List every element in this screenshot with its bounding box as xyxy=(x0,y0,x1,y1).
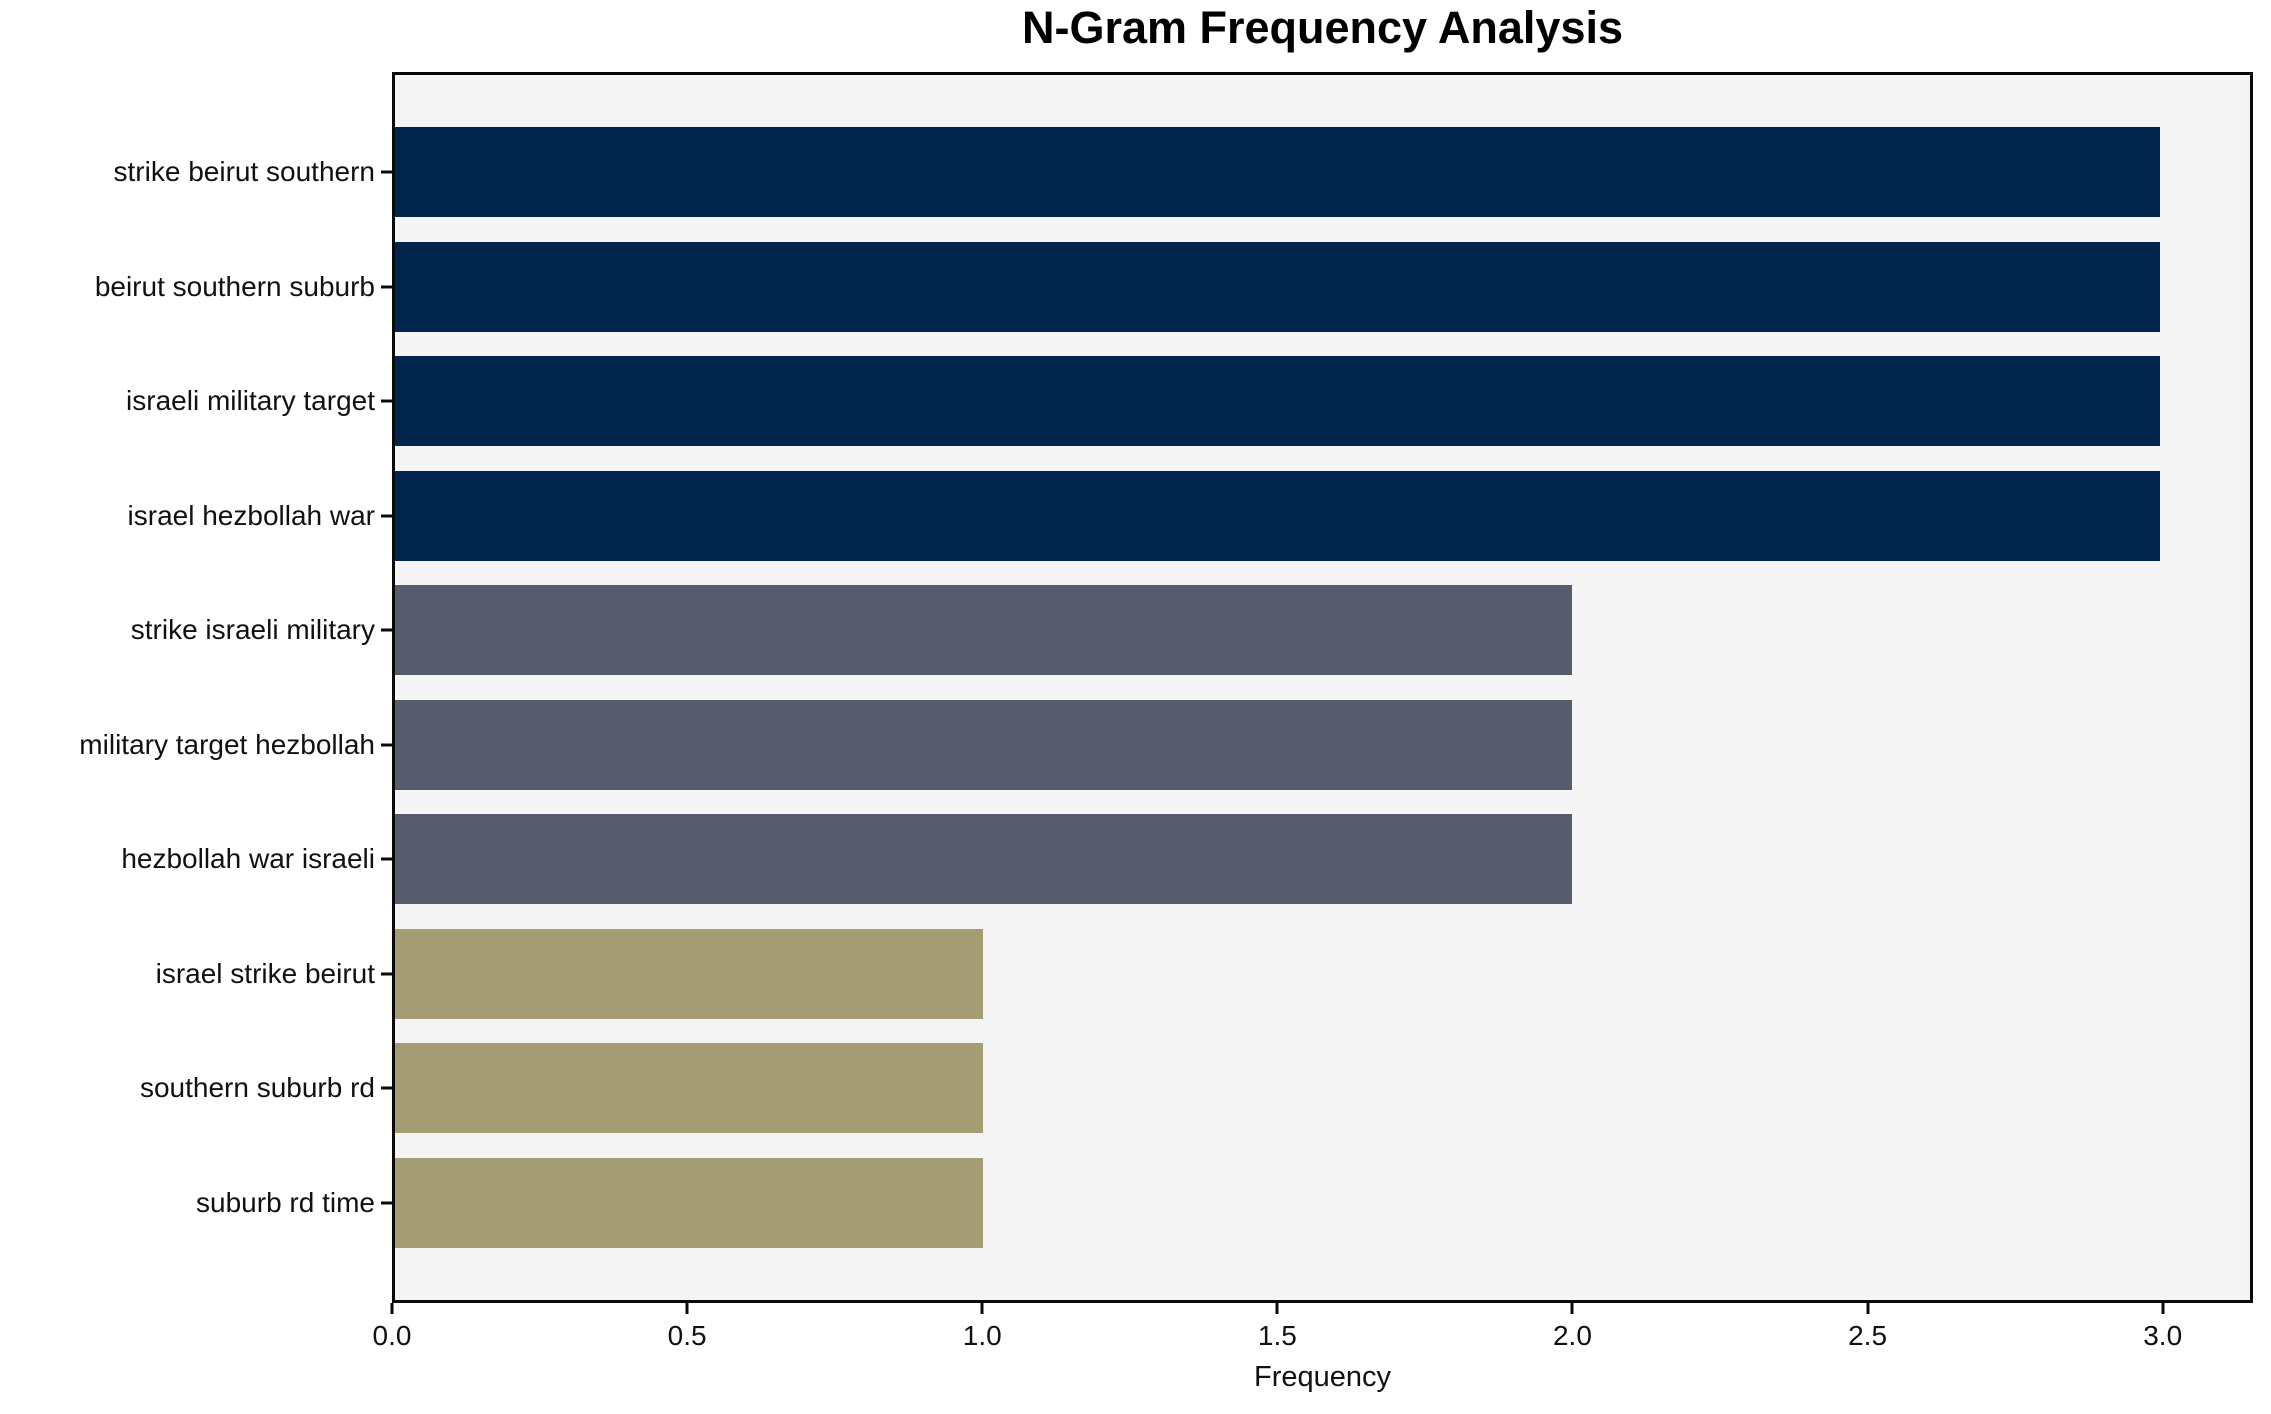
plot-area: strike beirut southern beirut southern su… xyxy=(79,72,2253,1303)
x-tick-mark xyxy=(1570,1303,1574,1314)
x-tick-mark xyxy=(980,1303,984,1314)
bar xyxy=(395,470,2160,561)
y-tick-label: strike beirut southern xyxy=(113,156,375,188)
y-tick-label: hezbollah war israeli xyxy=(121,843,375,875)
y-tick-label: suburb rd time xyxy=(196,1186,375,1218)
x-tick-mark xyxy=(1275,1303,1279,1314)
bar xyxy=(395,241,2160,332)
bar xyxy=(395,356,2160,447)
bar-row: southern suburb rd xyxy=(140,1031,2250,1146)
x-tick-label: 3.0 xyxy=(2143,1320,2183,1351)
x-tick-mark xyxy=(1866,1303,1870,1314)
y-tick-mark xyxy=(381,972,392,976)
y-tick-label: military target hezbollah xyxy=(79,728,375,760)
x-axis: Frequency 0.0 0.5 1.0 1.5 2.0 2.5 3.0 xyxy=(373,1303,2253,1403)
chart-title: N-Gram Frequency Analysis xyxy=(1021,2,1624,53)
y-tick-label: israeli military target xyxy=(126,385,375,417)
y-tick-mark xyxy=(381,1201,392,1205)
x-tick-mark xyxy=(390,1303,394,1314)
bar-row: military target hezbollah xyxy=(79,688,2250,803)
y-tick-mark xyxy=(381,857,392,861)
bar-row: suburb rd time xyxy=(196,1146,2250,1261)
y-tick-mark xyxy=(381,628,392,632)
x-tick-label: 2.0 xyxy=(1552,1320,1592,1351)
y-tick-label: israel hezbollah war xyxy=(127,499,375,531)
bar xyxy=(395,814,1572,905)
bar xyxy=(395,585,1572,676)
bar xyxy=(395,1043,984,1134)
bar xyxy=(395,127,2160,218)
x-tick-mark xyxy=(2161,1303,2165,1314)
bar-row: israeli military target xyxy=(126,344,2250,459)
y-tick-label: southern suburb rd xyxy=(139,1072,375,1104)
bar-row: strike beirut southern xyxy=(114,115,2250,230)
y-tick-mark xyxy=(381,399,392,403)
x-tick-mark xyxy=(685,1303,689,1314)
bar-row: israel hezbollah war xyxy=(128,459,2250,574)
x-tick-label: 0.5 xyxy=(667,1320,707,1351)
bar-row: hezbollah war israeli xyxy=(121,802,2250,917)
x-tick-label: 2.5 xyxy=(1848,1320,1888,1351)
bar-row: israel strike beirut xyxy=(156,917,2250,1032)
x-axis-label: Frequency xyxy=(1253,1361,1392,1393)
x-tick-label: 1.0 xyxy=(962,1320,1002,1351)
bar xyxy=(395,699,1572,790)
y-tick-label: beirut southern suburb xyxy=(94,270,375,302)
bar-row: beirut southern suburb xyxy=(95,230,2250,345)
y-tick-mark xyxy=(381,285,392,289)
bar xyxy=(395,928,984,1019)
x-tick-label: 0.0 xyxy=(372,1320,412,1351)
y-tick-mark xyxy=(381,743,392,747)
y-tick-mark xyxy=(381,170,392,174)
y-tick-label: israel strike beirut xyxy=(155,957,375,989)
bars-area: strike beirut southern beirut southern su… xyxy=(79,75,2250,1300)
bar-row: strike israeli military xyxy=(131,573,2250,688)
y-tick-mark xyxy=(381,1086,392,1090)
x-tick-label: 1.5 xyxy=(1257,1320,1297,1351)
y-tick-label: strike israeli military xyxy=(130,614,375,646)
y-tick-mark xyxy=(381,514,392,518)
bar xyxy=(395,1157,984,1248)
